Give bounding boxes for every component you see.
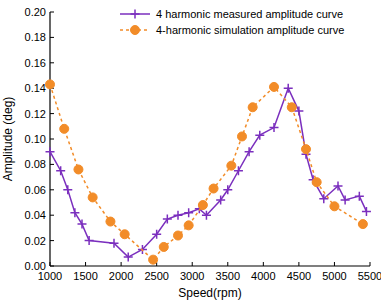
x-tick-label: 1000 xyxy=(38,270,62,282)
legend: 4 harmonic measured amplitude curve 4-har… xyxy=(120,8,344,36)
marker-plus xyxy=(319,194,328,203)
x-tick-label: 4000 xyxy=(251,270,275,282)
marker-plus xyxy=(78,220,87,229)
x-tick-label: 3000 xyxy=(180,270,204,282)
marker-circle xyxy=(302,145,311,154)
marker-circle xyxy=(149,255,158,264)
y-tick-label: 0.16 xyxy=(25,57,46,69)
marker-plus xyxy=(184,208,193,217)
marker-circle xyxy=(209,184,218,193)
legend-label: 4-harmonic simulation amplitude curve xyxy=(156,24,344,36)
x-axis xyxy=(50,265,370,266)
plot-area xyxy=(46,80,371,264)
legend-label: 4 harmonic measured amplitude curve xyxy=(156,8,343,20)
marker-plus xyxy=(255,131,264,140)
marker-plus xyxy=(56,166,65,175)
x-axis-label: Speed(rpm) xyxy=(178,286,241,300)
marker-circle xyxy=(106,217,115,226)
marker-circle xyxy=(227,161,236,170)
legend-marker xyxy=(131,10,140,19)
marker-circle xyxy=(46,80,55,89)
marker-plus xyxy=(174,211,183,220)
marker-plus xyxy=(152,230,161,239)
chart: 0.000.020.040.060.080.100.120.140.160.18… xyxy=(0,0,381,304)
marker-plus xyxy=(334,181,343,190)
x-tick-label: 5500 xyxy=(358,270,381,282)
marker-circle xyxy=(287,103,296,112)
y-tick-label: 0.12 xyxy=(25,108,46,120)
y-tick-label: 0.18 xyxy=(25,31,46,43)
x-tick-label: 4500 xyxy=(287,270,311,282)
y-tick-label: 0.02 xyxy=(25,235,46,247)
x-tick-label: 3500 xyxy=(216,270,240,282)
marker-circle xyxy=(198,201,207,210)
marker-circle xyxy=(330,202,339,211)
marker-plus xyxy=(223,185,232,194)
marker-circle xyxy=(312,178,321,187)
y-tick-label: 0.20 xyxy=(25,6,46,18)
marker-plus xyxy=(46,147,55,156)
marker-plus xyxy=(284,84,293,93)
marker-circle xyxy=(120,230,129,239)
marker-plus xyxy=(245,147,254,156)
marker-circle xyxy=(184,221,193,230)
marker-plus xyxy=(362,207,371,216)
x-tick-label: 1500 xyxy=(73,270,97,282)
marker-plus xyxy=(63,185,72,194)
y-axis xyxy=(49,12,50,266)
marker-plus xyxy=(355,192,364,201)
marker-plus xyxy=(163,215,172,224)
marker-plus xyxy=(216,195,225,204)
marker-circle xyxy=(270,82,279,91)
legend-marker xyxy=(131,26,140,35)
marker-plus xyxy=(124,253,133,262)
marker-plus xyxy=(110,239,119,248)
marker-circle xyxy=(74,165,83,174)
y-tick-label: 0.08 xyxy=(25,158,46,170)
y-tick-label: 0.06 xyxy=(25,184,46,196)
y-tick-label: 0.14 xyxy=(25,82,46,94)
marker-plus xyxy=(341,195,350,204)
marker-circle xyxy=(248,103,257,112)
marker-circle xyxy=(174,231,183,240)
marker-circle xyxy=(60,124,69,133)
marker-circle xyxy=(159,242,168,251)
x-tick-label: 2000 xyxy=(109,270,133,282)
marker-circle xyxy=(238,132,247,141)
y-tick-label: 0.04 xyxy=(25,209,46,221)
marker-circle xyxy=(88,193,97,202)
y-axis-label: Amplitude (deg) xyxy=(1,97,15,182)
series-line xyxy=(50,88,366,257)
x-tick-label: 5000 xyxy=(322,270,346,282)
marker-plus xyxy=(270,123,279,132)
marker-plus xyxy=(85,236,94,245)
series-line xyxy=(50,84,363,259)
y-tick-label: 0.10 xyxy=(25,133,46,145)
marker-plus xyxy=(202,211,211,220)
x-tick-label: 2500 xyxy=(144,270,168,282)
marker-circle xyxy=(358,220,367,229)
marker-plus xyxy=(70,208,79,217)
